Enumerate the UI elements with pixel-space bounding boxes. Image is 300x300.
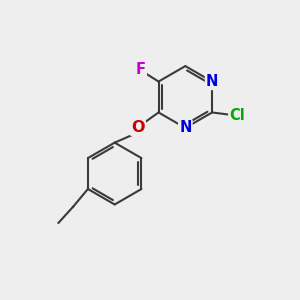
Text: N: N	[179, 120, 191, 135]
Text: N: N	[206, 74, 218, 89]
Text: F: F	[136, 62, 146, 77]
Text: O: O	[131, 120, 145, 135]
Text: Cl: Cl	[229, 108, 245, 123]
